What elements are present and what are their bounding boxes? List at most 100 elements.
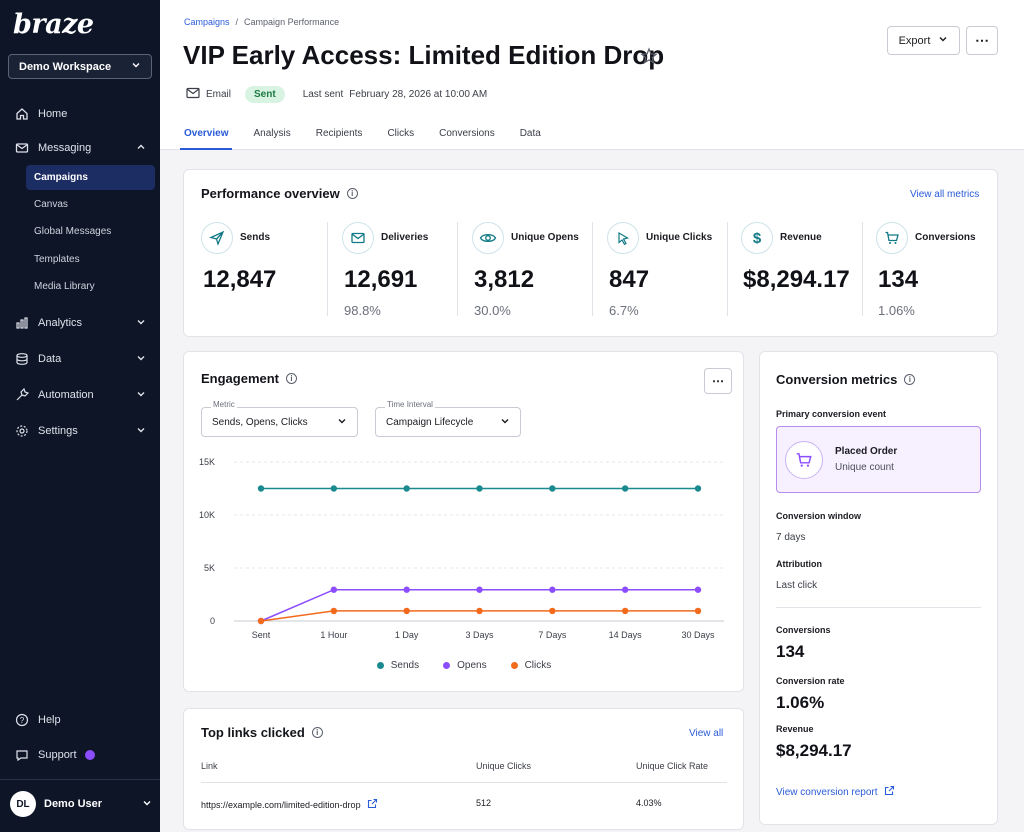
table-cell-rate: 4.03% xyxy=(636,798,662,808)
nav-automation[interactable]: Automation xyxy=(0,381,160,409)
braze-logo[interactable]: braze xyxy=(13,9,94,40)
nav-help[interactable]: ? Help xyxy=(0,706,160,734)
table-row-link[interactable]: https://example.com/limited-edition-drop xyxy=(201,798,378,811)
data-point-sends xyxy=(621,485,629,492)
metric-rate: 1.06% xyxy=(878,303,915,318)
metric-unique-clicks: Unique Clicks 847 6.7% xyxy=(607,220,747,320)
legend-label: Sends xyxy=(390,660,420,671)
series-line-opens xyxy=(260,588,698,622)
tab-clicks[interactable]: Clicks xyxy=(387,128,415,139)
channel-label: Email xyxy=(206,89,232,100)
data-point-sends xyxy=(694,485,702,492)
chevron-down-icon xyxy=(131,60,141,73)
view-all-links[interactable]: View all xyxy=(689,728,724,739)
last-sent-value: February 28, 2026 at 10:00 AM xyxy=(349,89,488,100)
nav-media-library[interactable]: Media Library xyxy=(34,281,95,292)
legend-label: Clicks xyxy=(524,660,552,671)
nav-settings-label: Settings xyxy=(38,425,78,437)
metric-divider xyxy=(327,222,328,316)
nav-messaging[interactable]: Messaging xyxy=(0,134,160,162)
help-icon: ? xyxy=(14,712,30,728)
revenue-label: Revenue xyxy=(776,724,814,734)
metric-divider xyxy=(457,222,458,316)
tab-data[interactable]: Data xyxy=(519,128,541,139)
x-tick-label: 7 Days xyxy=(538,630,567,640)
legend-item-sends[interactable]: Sends xyxy=(376,660,420,671)
info-icon[interactable]: i xyxy=(286,373,298,384)
metric-dropdown[interactable]: Sends, Opens, Clicks xyxy=(201,407,358,437)
legend-item-clicks[interactable]: Clicks xyxy=(510,660,552,671)
metric-unique-opens: Unique Opens 3,812 30.0% xyxy=(472,220,612,320)
nav-settings[interactable]: Settings xyxy=(0,417,160,445)
svg-text:?: ? xyxy=(20,716,25,725)
x-tick-label: 30 Days xyxy=(681,630,715,640)
metric-label: Sends xyxy=(240,232,271,243)
link-url: https://example.com/limited-edition-drop xyxy=(201,799,361,810)
time-interval-dropdown[interactable]: Campaign Lifecycle xyxy=(375,407,521,437)
database-icon xyxy=(14,351,30,367)
export-label: Export xyxy=(898,34,931,47)
chevron-down-icon xyxy=(938,34,948,47)
metric-sends: Sends 12,847 xyxy=(201,220,341,320)
metric-conversions: Conversions 134 1.06% xyxy=(876,220,994,320)
primary-conversion-event: Placed Order Unique count xyxy=(776,426,981,493)
tab-overview[interactable]: Overview xyxy=(180,128,233,150)
workspace-selector[interactable]: Demo Workspace xyxy=(8,54,152,79)
primary-event-label: Primary conversion event xyxy=(776,409,887,419)
metric-label: Deliveries xyxy=(381,232,429,243)
nav-canvas[interactable]: Canvas xyxy=(34,199,68,210)
external-link-icon xyxy=(367,798,378,811)
data-point-sends xyxy=(330,485,338,492)
info-icon[interactable]: i xyxy=(311,727,323,738)
column-header-click-rate: Unique Click Rate xyxy=(636,761,709,771)
nav-templates[interactable]: Templates xyxy=(34,254,80,265)
nav-data[interactable]: Data xyxy=(0,345,160,373)
rate-value: 1.06% xyxy=(776,693,825,712)
user-menu[interactable]: DL Demo User xyxy=(10,790,152,818)
interval-caption: Time Interval xyxy=(385,400,435,409)
legend-item-opens[interactable]: Opens xyxy=(443,660,487,671)
nav-support[interactable]: Support xyxy=(0,741,160,769)
nav-help-label: Help xyxy=(38,714,61,726)
conversion-metrics-card: Conversion metrics i Primary conversion … xyxy=(759,351,998,825)
tab-bar: Overview Analysis Recipients Clicks Conv… xyxy=(180,128,562,150)
metric-value: 12,691 xyxy=(344,266,418,293)
nav-analytics[interactable]: Analytics xyxy=(0,309,160,337)
page-title: VIP Early Access: Limited Edition Drop xyxy=(183,40,665,70)
chevron-up-icon xyxy=(136,142,146,155)
info-icon[interactable]: i xyxy=(904,374,916,385)
data-point-clicks xyxy=(621,607,629,615)
chevron-down-icon xyxy=(500,416,510,429)
more-options-button[interactable]: ⋯ xyxy=(966,26,998,55)
event-sub: Unique count xyxy=(835,462,894,473)
section-divider xyxy=(776,607,981,608)
top-links-title: Top links clicked i xyxy=(201,725,323,740)
breadcrumb-campaigns[interactable]: Campaigns xyxy=(184,17,230,27)
sidebar-divider xyxy=(0,779,160,780)
nav-global-messages[interactable]: Global Messages xyxy=(34,226,112,237)
interval-dropdown-value: Campaign Lifecycle xyxy=(386,416,474,428)
export-button[interactable]: Export xyxy=(887,26,960,55)
notification-dot xyxy=(84,750,95,760)
tab-analysis[interactable]: Analysis xyxy=(253,128,291,139)
star-icon[interactable] xyxy=(640,47,658,70)
nav-campaigns[interactable]: Campaigns xyxy=(26,165,155,190)
chart-more-button[interactable]: ⋯ xyxy=(704,368,732,394)
tab-conversions[interactable]: Conversions xyxy=(439,128,495,139)
view-conversion-report-link[interactable]: View conversion report xyxy=(776,785,895,799)
view-all-metrics-link[interactable]: View all metrics xyxy=(910,189,980,200)
metric-revenue: $ Revenue $8,294.17 xyxy=(741,220,881,320)
metric-divider xyxy=(862,222,863,316)
nav-home[interactable]: Home xyxy=(0,100,160,128)
send-icon xyxy=(201,222,233,254)
engagement-title: Engagement i xyxy=(201,371,298,386)
metric-caption: Metric xyxy=(211,400,237,409)
nav-home-label: Home xyxy=(38,108,68,120)
info-icon[interactable]: i xyxy=(346,188,358,199)
data-point-clicks xyxy=(476,607,483,615)
tab-recipients[interactable]: Recipients xyxy=(315,128,363,139)
last-sent-label: Last sent xyxy=(302,89,344,100)
channel-chip: Email xyxy=(186,87,231,102)
conversion-title: Conversion metrics i xyxy=(776,372,916,387)
data-point-clicks xyxy=(330,607,338,615)
